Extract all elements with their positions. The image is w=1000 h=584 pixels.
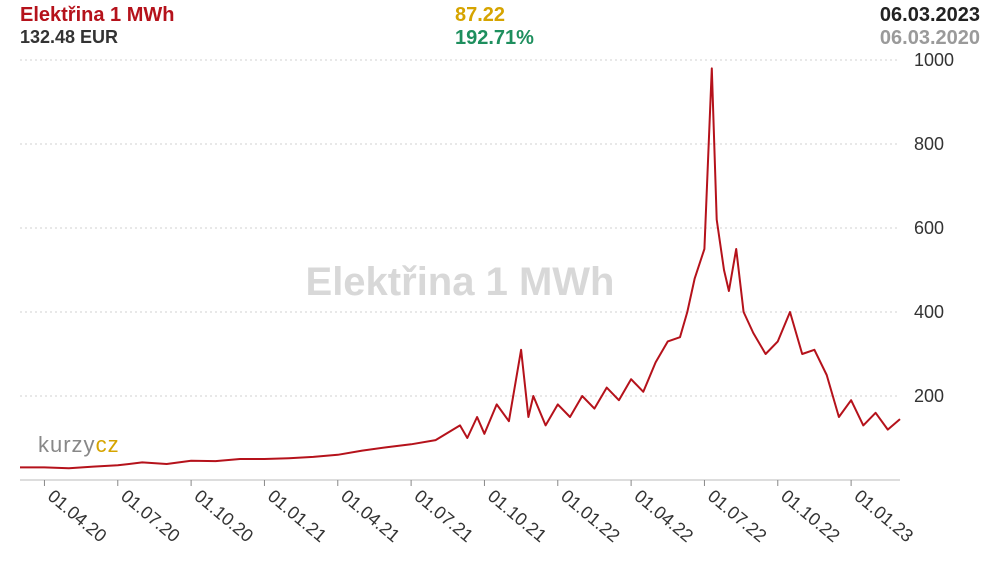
y-tick-label: 800	[914, 134, 944, 154]
y-tick-label: 600	[914, 218, 944, 238]
y-tick-label: 400	[914, 302, 944, 322]
y-tick-label: 1000	[914, 50, 954, 70]
x-tick-label: 01.04.20	[44, 486, 111, 546]
x-tick-label: 01.07.20	[117, 486, 184, 546]
x-tick-label: 01.10.21	[484, 486, 551, 546]
x-tick-label: 01.04.22	[631, 486, 698, 546]
x-tick-label: 01.04.21	[337, 486, 404, 546]
x-tick-label: 01.01.22	[557, 486, 624, 546]
x-tick-label: 01.07.22	[704, 486, 771, 546]
chart-container: Elektřina 1 MWh 132.48 EUR 87.22 192.71%…	[0, 0, 1000, 584]
x-tick-label: 01.10.20	[191, 486, 258, 546]
y-tick-label: 200	[914, 386, 944, 406]
x-tick-label: 01.01.21	[264, 486, 331, 546]
x-tick-label: 01.07.21	[411, 486, 478, 546]
watermark: Elektřina 1 MWh	[306, 260, 615, 304]
x-tick-label: 01.01.23	[851, 486, 918, 546]
x-tick-label: 01.10.22	[777, 486, 844, 546]
source-logo: kurzycz	[38, 432, 120, 457]
chart-svg: 200 400 600 800 1000 Elektřina 1 MWh kurzycz 01…	[0, 0, 1000, 584]
